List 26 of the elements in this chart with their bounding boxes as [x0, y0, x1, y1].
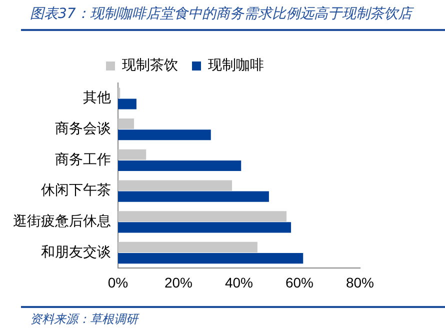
text: 资料来源：草根调研: [30, 311, 138, 328]
x-tick-label: 0%: [108, 274, 128, 290]
y-tick-label: 商务会谈: [55, 120, 111, 137]
legend-label: 现制咖啡: [208, 58, 264, 74]
bar: [118, 149, 146, 160]
y-tick-label: 和朋友交谈: [41, 244, 111, 260]
bar: [118, 211, 286, 222]
chart-title: 图表37：现制咖啡店堂食中的商务需求比例远高于现制茶饮店: [30, 5, 412, 23]
x-tick-label: 60%: [285, 274, 314, 290]
legend-label: 现制茶饮: [122, 58, 178, 74]
y-tick-label: 商务工作: [55, 152, 111, 168]
bar: [118, 242, 258, 252]
bar: [118, 180, 232, 191]
bar: [118, 130, 211, 140]
x-tick-label: 80%: [346, 274, 374, 290]
bar: [118, 222, 292, 233]
y-tick-label: 逛街疲惫后休息: [13, 214, 111, 230]
bar: [118, 253, 304, 264]
x-tick-label: 20%: [164, 274, 193, 290]
bar: [118, 191, 269, 202]
bar: [118, 118, 134, 130]
bar: [118, 160, 242, 171]
y-tick-label: 其他: [83, 90, 111, 106]
x-tick-label: 40%: [224, 274, 254, 290]
y-tick-label: 休闲下午茶: [41, 182, 111, 199]
bar: [118, 98, 136, 110]
